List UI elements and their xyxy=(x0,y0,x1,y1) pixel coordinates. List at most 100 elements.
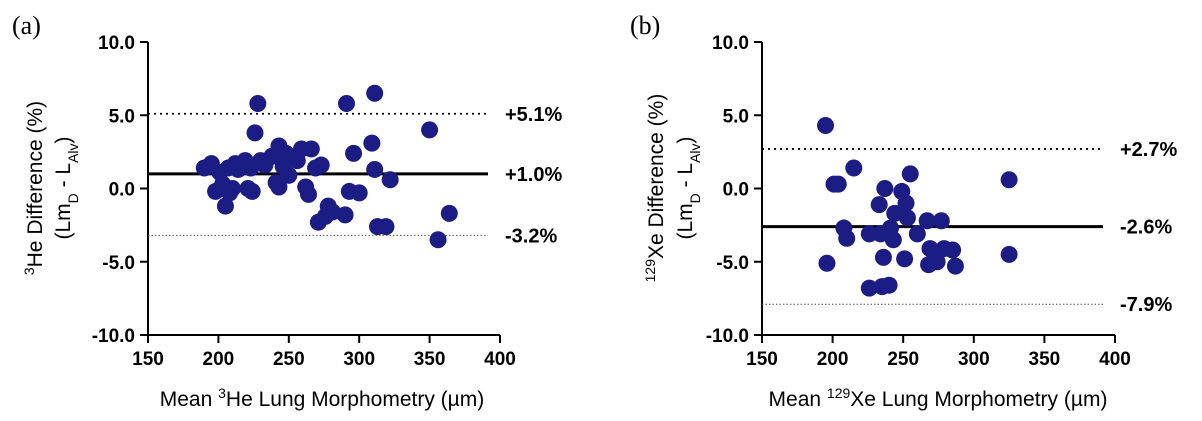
panel-a-data-point xyxy=(243,182,261,200)
svg-text:3He Difference (%): 3He Difference (%) xyxy=(21,101,47,275)
panel-b-data-point xyxy=(845,159,863,177)
panel-a-ytick-label: 5.0 xyxy=(109,106,135,127)
panel-a-ylabel-line2: (LmD - LAlv) xyxy=(52,136,81,239)
panel-b-data-point xyxy=(896,250,914,268)
panel-b-upper-loa-label: +2.7% xyxy=(1120,139,1177,161)
panel-a-xtick-label: 250 xyxy=(273,349,305,370)
panel-b-data-point xyxy=(818,254,836,272)
panel-b-data-point xyxy=(901,165,919,183)
panel-b-data-point xyxy=(1000,171,1018,189)
panel-b-data-point xyxy=(898,209,916,227)
panel-b-ylabel-line2: (LmD - LAlv) xyxy=(674,136,703,239)
panel-b-data-point xyxy=(918,212,936,230)
panel-a-data-point xyxy=(312,156,330,174)
panel-b-xtick-label: 200 xyxy=(817,349,849,370)
panel-b-mean-line-label: -2.6% xyxy=(1120,217,1172,239)
panel-b-data-point xyxy=(829,175,847,193)
panel-b-data-point xyxy=(817,117,835,135)
panel-b-data-point xyxy=(884,231,902,249)
panel-a-ytick-label: 10.0 xyxy=(98,33,135,54)
panel-a-data-point xyxy=(350,184,368,202)
panel-a-ytick-label: -10.0 xyxy=(92,326,135,347)
panel-a-reference-lines: +5.1% +1.0% -3.2% xyxy=(148,104,562,247)
panel-b: (b) 129Xe Difference (%) (LmD - LAlv) 10… xyxy=(630,11,1177,411)
panel-b-data-point xyxy=(876,180,894,197)
panel-b-data-point xyxy=(838,229,856,247)
panel-a-ylabel-sup: 3 xyxy=(21,267,37,275)
panel-b-yticks: 10.0 5.0 0.0 -5.0 -10.0 xyxy=(706,33,762,347)
panel-a-data-point xyxy=(216,197,234,215)
panel-b-data-point xyxy=(874,248,892,266)
panel-a-xtick-label: 350 xyxy=(414,349,446,370)
panel-b-data-point xyxy=(932,212,950,230)
panel-b-ytick-label: 5.0 xyxy=(723,106,749,127)
panel-a-points xyxy=(195,84,458,249)
panel-a-data-point xyxy=(249,95,267,113)
panel-a-data-point xyxy=(270,178,288,196)
panel-a-mean-line-label: +1.0% xyxy=(505,164,562,186)
panel-b-ytick-label: 0.0 xyxy=(723,180,749,201)
panel-b-label: (b) xyxy=(630,11,660,40)
panel-a-data-point xyxy=(223,180,241,197)
panel-b-data-point xyxy=(928,253,946,271)
panel-a-label: (a) xyxy=(12,11,41,40)
panel-a-ytick-label: -5.0 xyxy=(102,253,135,274)
panel-a-data-point xyxy=(280,166,298,184)
panel-b-xtick-label: 350 xyxy=(1029,349,1061,370)
panel-a-data-point xyxy=(363,134,381,152)
panel-b-xtick-label: 250 xyxy=(887,349,919,370)
panel-a-axes xyxy=(147,42,500,336)
svg-text:(LmD - LAlv): (LmD - LAlv) xyxy=(52,136,81,239)
panel-b-xticks: 150 200 250 300 350 400 xyxy=(746,335,1131,370)
panel-a-ytick-label: 0.0 xyxy=(109,180,135,201)
panel-a-data-point xyxy=(429,231,447,249)
panel-b-data-point xyxy=(908,225,926,243)
panel-b-lower-loa-label: -7.9% xyxy=(1120,294,1172,316)
panel-b-ylabel-sup: 129 xyxy=(642,259,658,283)
panel-b-ytick-label: -10.0 xyxy=(706,326,749,347)
panel-b-data-point xyxy=(1000,245,1018,263)
panel-a-data-point xyxy=(302,140,320,158)
panel-a-xtick-label: 150 xyxy=(132,349,164,370)
panel-a-data-point xyxy=(246,124,264,142)
panel-a-data-point xyxy=(366,84,384,102)
panel-a-data-point xyxy=(336,206,354,224)
panel-b-data-point xyxy=(880,276,898,294)
panel-a-upper-loa-label: +5.1% xyxy=(505,104,562,126)
panel-a-lower-loa-label: -3.2% xyxy=(505,225,557,247)
panel-a-xtick-label: 200 xyxy=(203,349,235,370)
panel-b-points xyxy=(817,117,1018,297)
panel-a-data-point xyxy=(440,204,458,222)
panel-b-data-point xyxy=(870,196,888,214)
panel-a-data-point xyxy=(323,203,341,221)
panel-b-data-point xyxy=(897,194,915,212)
panel-b-ytick-label: -5.0 xyxy=(716,253,749,274)
panel-a-data-point xyxy=(366,160,384,178)
panel-a-xtick-label: 400 xyxy=(484,349,516,370)
svg-text:129Xe Difference (%): 129Xe Difference (%) xyxy=(642,94,668,283)
panel-b-xtick-label: 150 xyxy=(746,349,778,370)
panel-b-axes xyxy=(761,42,1115,336)
panel-a-xlabel: Mean 3He Lung Morphometry (µm) xyxy=(160,385,485,411)
panel-b-ylabel-main: Xe Difference (%) xyxy=(645,94,668,259)
panel-b-xlabel: Mean 129Xe Lung Morphometry (µm) xyxy=(769,385,1108,411)
panel-a: (a) 3He Difference (%) (LmD - LAlv) 10.0… xyxy=(12,11,562,411)
panel-a-yticks: 10.0 5.0 0.0 -5.0 -10.0 xyxy=(92,33,148,347)
panel-b-data-point xyxy=(946,257,964,275)
panel-b-xtick-label: 300 xyxy=(958,349,990,370)
panel-b-data-point xyxy=(921,240,939,258)
panel-a-data-point xyxy=(300,185,318,203)
panel-a-xtick-label: 300 xyxy=(343,349,375,370)
panel-a-ylabel: 3He Difference (%) xyxy=(21,101,47,275)
panel-a-data-point xyxy=(338,95,356,113)
panel-b-ylabel: 129Xe Difference (%) xyxy=(642,94,668,283)
panel-b-data-point xyxy=(944,241,962,259)
svg-text:(LmD - LAlv): (LmD - LAlv) xyxy=(674,136,703,239)
panel-a-ylabel-main: He Difference (%) xyxy=(24,101,47,268)
panel-b-xtick-label: 400 xyxy=(1099,349,1131,370)
panel-a-xticks: 150 200 250 300 350 400 xyxy=(132,335,516,370)
panel-b-ytick-label: 10.0 xyxy=(712,33,749,54)
panel-b-reference-lines: +2.7% -2.6% -7.9% xyxy=(762,139,1177,316)
panel-a-data-point xyxy=(421,121,439,139)
